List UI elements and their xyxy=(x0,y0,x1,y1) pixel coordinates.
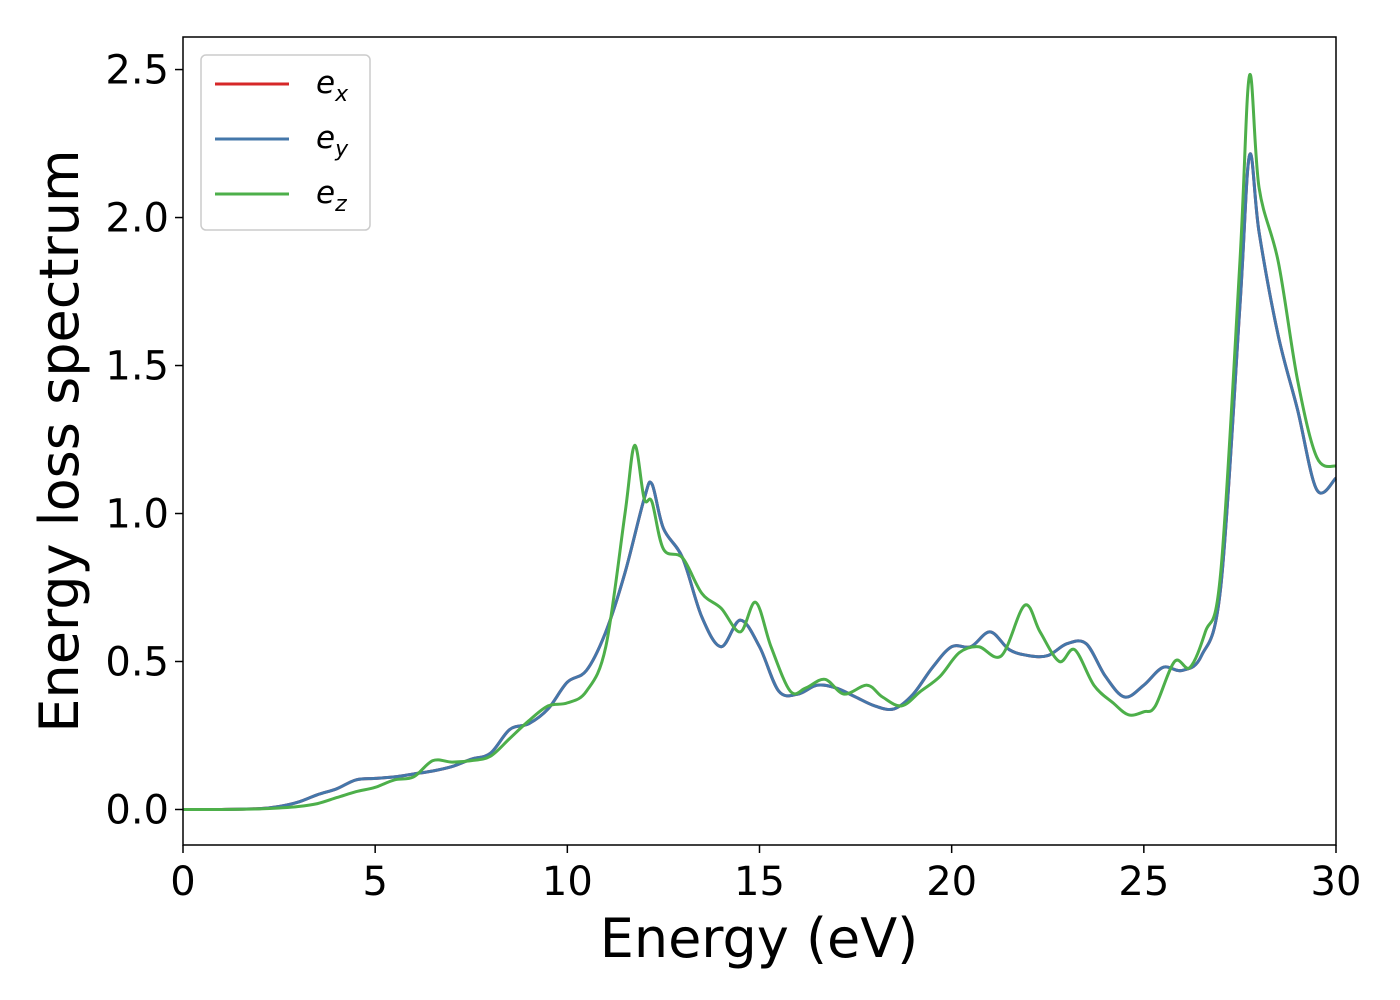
x-tick-label: 5 xyxy=(362,859,387,905)
x-axis-ticks: 0 5 10 15 20 25 30 xyxy=(170,845,1361,905)
series-line-ey xyxy=(182,152,1338,812)
legend-box xyxy=(200,54,371,231)
y-axis-label: Energy loss spectrum xyxy=(28,149,91,732)
x-tick-label: 30 xyxy=(1311,859,1362,905)
legend-subscript: y xyxy=(334,137,349,162)
y-tick-label: 2.5 xyxy=(105,48,169,94)
x-tick-label: 0 xyxy=(170,859,195,905)
y-tick-label: 1.5 xyxy=(105,344,169,390)
series-line-ez xyxy=(182,73,1337,812)
legend-subscript: x xyxy=(334,82,349,107)
y-tick-label: 0.0 xyxy=(105,787,169,833)
x-tick-label: 15 xyxy=(734,859,785,905)
y-tick-label: 0.5 xyxy=(105,639,169,685)
y-tick-label: 2.0 xyxy=(105,196,169,242)
y-tick-label: 1.0 xyxy=(105,492,169,538)
x-tick-label: 10 xyxy=(542,859,593,905)
x-axis-label: Energy (eV) xyxy=(600,907,919,970)
x-tick-label: 20 xyxy=(926,859,977,905)
legend-subscript: z xyxy=(334,192,347,217)
y-axis-ticks: 0.0 0.5 1.0 1.5 2.0 2.5 xyxy=(105,48,183,833)
x-tick-label: 25 xyxy=(1118,859,1169,905)
series-group xyxy=(182,73,1338,812)
